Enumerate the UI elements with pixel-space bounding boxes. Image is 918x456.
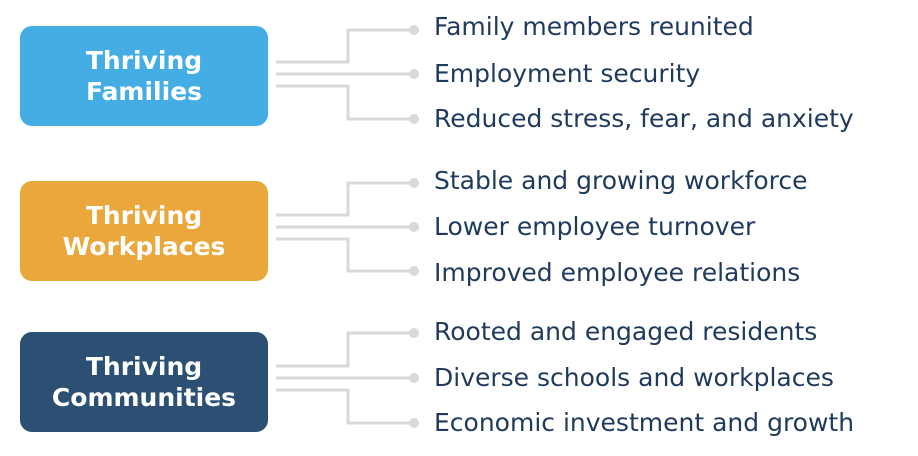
outcome-item: Lower employee turnover	[434, 212, 756, 241]
outcome-item: Diverse schools and workplaces	[434, 363, 834, 392]
outcome-item: Employment security	[434, 59, 701, 88]
outcome-item: Economic investment and growth	[434, 408, 855, 437]
outcome-item: Family members reunited	[434, 12, 754, 41]
box-title-line1: Thriving	[85, 201, 203, 230]
group-families: Thriving Families Family members reunite…	[0, 0, 918, 133]
box-title-line2: Workplaces	[62, 232, 226, 261]
box-title-line2: Families	[85, 77, 203, 106]
outcome-item: Rooted and engaged residents	[434, 317, 818, 346]
box-title-line2: Communities	[51, 383, 237, 412]
box-title-line1: Thriving	[85, 352, 203, 381]
thriving-families-box: Thriving Families	[20, 26, 268, 126]
outcome-item: Improved employee relations	[434, 258, 801, 287]
connector-workplaces	[276, 178, 419, 276]
box-title-line1: Thriving	[85, 46, 203, 75]
connector-families	[276, 25, 419, 124]
thriving-communities-box: Thriving Communities	[20, 332, 268, 432]
group-workplaces: Thriving Workplaces Stable and growing w…	[0, 152, 918, 287]
group-communities: Thriving Communities Rooted and engaged …	[0, 303, 918, 437]
outcome-item: Reduced stress, fear, and anxiety	[434, 104, 854, 133]
thriving-workplaces-box: Thriving Workplaces	[20, 181, 268, 281]
outcome-item: Stable and growing workforce	[434, 166, 808, 195]
connector-communities	[276, 328, 419, 428]
